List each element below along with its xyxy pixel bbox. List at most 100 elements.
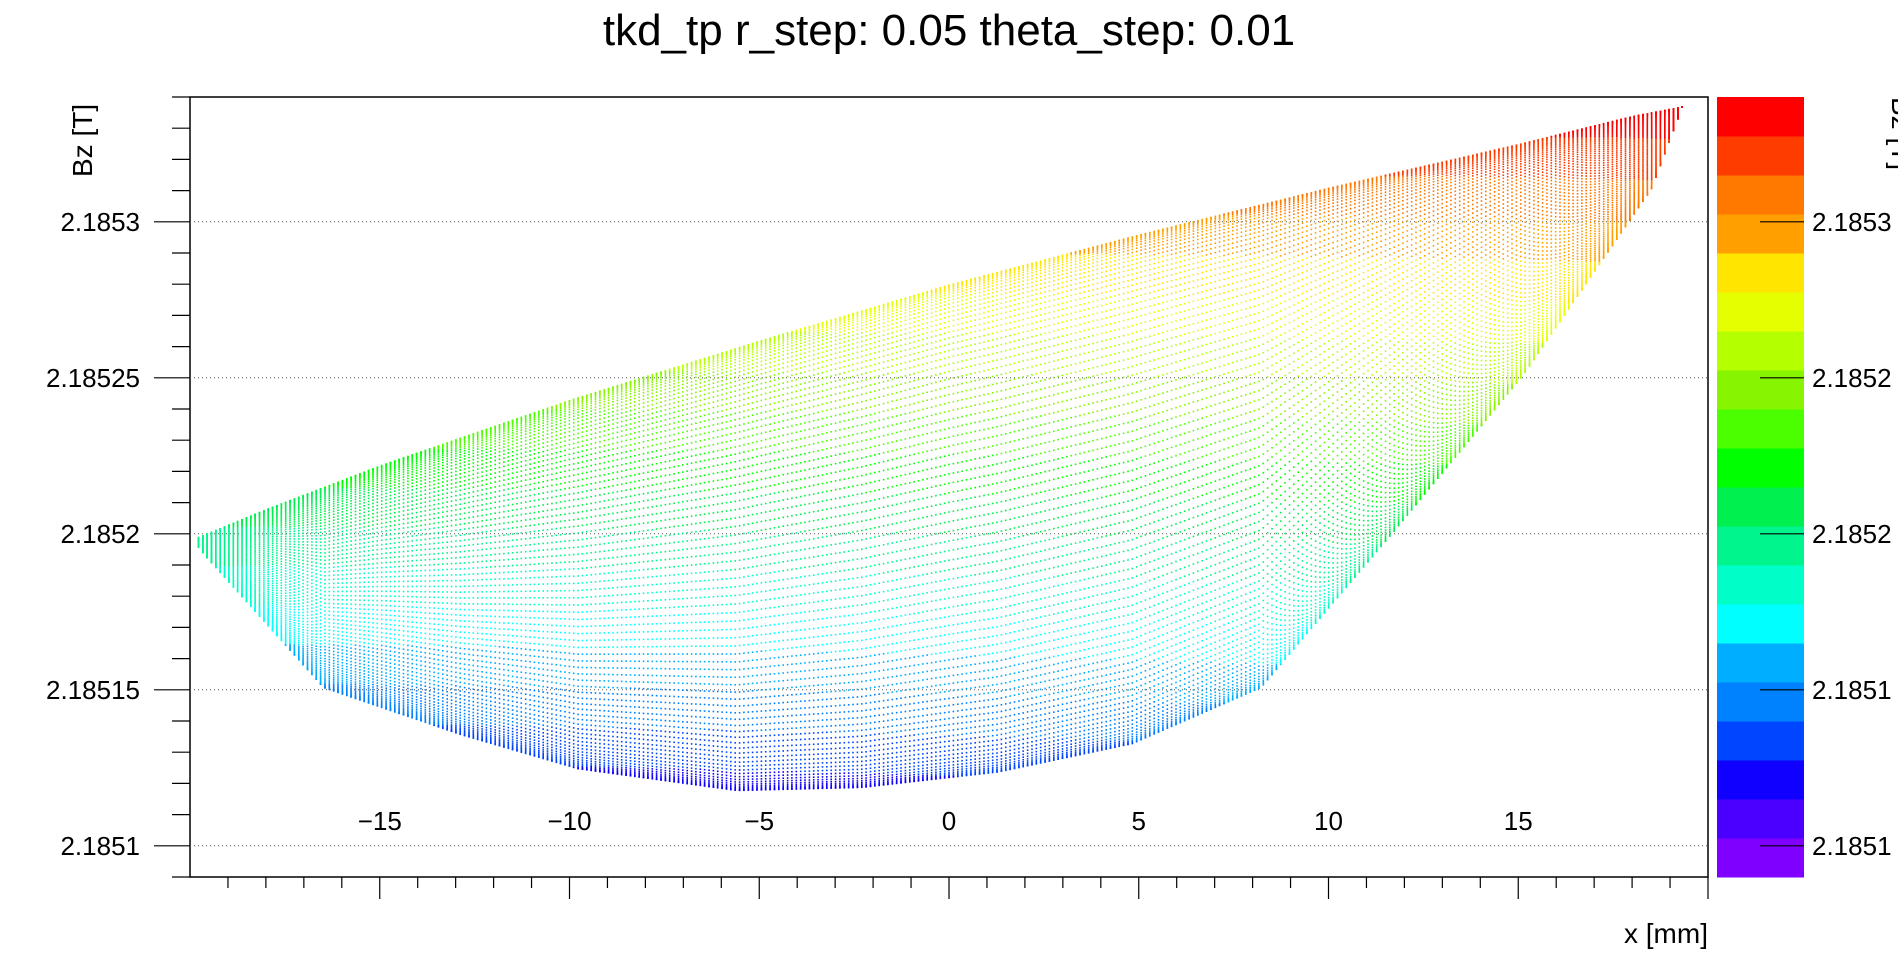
scatter-point [355,573,357,575]
scatter-point [390,509,392,511]
scatter-point [372,600,374,602]
scatter-point [398,703,400,705]
scatter-point [276,567,278,569]
scatter-point [333,508,335,510]
scatter-point [411,631,413,633]
scatter-point [359,568,361,570]
scatter-point [285,536,287,538]
scatter-point [285,584,287,586]
scatter-point [420,570,422,572]
scatter-point [438,629,440,631]
scatter-point [372,590,374,592]
scatter-point [385,586,387,588]
scatter-point [394,687,396,689]
scatter-point [289,638,291,640]
scatter-point [337,611,339,613]
scatter-point [294,544,296,546]
scatter-point [281,523,283,525]
scatter-point [276,599,278,601]
scatter-point [442,690,444,692]
scatter-point [429,718,431,720]
scatter-point [429,548,431,550]
scatter-point [298,553,300,555]
scatter-point [438,639,440,641]
scatter-point [311,586,313,588]
scatter-point [315,633,317,635]
scatter-point [281,550,283,552]
scatter-point [350,569,352,571]
scatter-point [385,526,387,528]
scatter-point [241,519,243,521]
scatter-point [394,556,396,558]
scatter-point [446,679,448,681]
scatter-point [403,457,405,459]
scatter-point [276,575,278,577]
scatter-point [298,612,300,614]
scatter-point [377,673,379,675]
scatter-point [263,596,265,598]
scatter-point [381,494,383,496]
scatter-point [442,686,444,688]
scatter-point [359,484,361,486]
scatter-point [311,529,313,531]
scatter-point [455,707,457,709]
scatter-point [337,684,339,686]
scatter-point [342,595,344,597]
scatter-point [446,463,448,465]
scatter-point [377,699,379,701]
scatter-column [398,459,400,714]
scatter-point [451,459,453,461]
scatter-point [241,568,243,570]
scatter-point [298,649,300,651]
scatter-point [259,572,261,574]
scatter-point [438,634,440,636]
scatter-point [429,533,431,535]
scatter-point [420,622,422,624]
scatter-point [377,627,379,629]
scatter-point [425,628,427,630]
scatter-point [298,565,300,567]
scatter-point [289,623,291,625]
scatter-point [342,642,344,644]
scatter-point [246,549,248,551]
scatter-point [302,576,304,578]
scatter-point [281,579,283,581]
scatter-point [368,658,370,660]
scatter-point [337,546,339,548]
scatter-point [324,614,326,616]
scatter-point [385,506,387,508]
scatter-point [398,679,400,681]
scatter-point [294,646,296,648]
scatter-point [394,638,396,640]
scatter-point [438,608,440,610]
scatter-point [246,579,248,581]
scatter-point [381,515,383,517]
scatter-point [350,503,352,505]
scatter-point [407,522,409,524]
scatter-point [368,511,370,513]
scatter-point [285,579,287,581]
scatter-point [359,509,361,511]
scatter-point [377,609,379,611]
scatter-point [281,593,283,595]
scatter-point [416,475,418,477]
scatter-point [385,661,387,663]
scatter-point [254,586,256,588]
scatter-point [433,527,435,529]
scatter-point [346,534,348,536]
scatter-point [272,566,274,568]
scatter-point [381,586,383,588]
scatter-point [420,559,422,561]
scatter-point [289,509,291,511]
scatter-point [342,480,344,482]
scatter-point [381,623,383,625]
scatter-point [298,544,300,546]
scatter-point [403,601,405,603]
scatter-point [254,562,256,564]
scatter-point [377,540,379,542]
scatter-point [263,556,265,558]
scatter-point [398,656,400,658]
scatter-point [359,485,361,487]
scatter-point [377,477,379,479]
scatter-point [342,511,344,513]
